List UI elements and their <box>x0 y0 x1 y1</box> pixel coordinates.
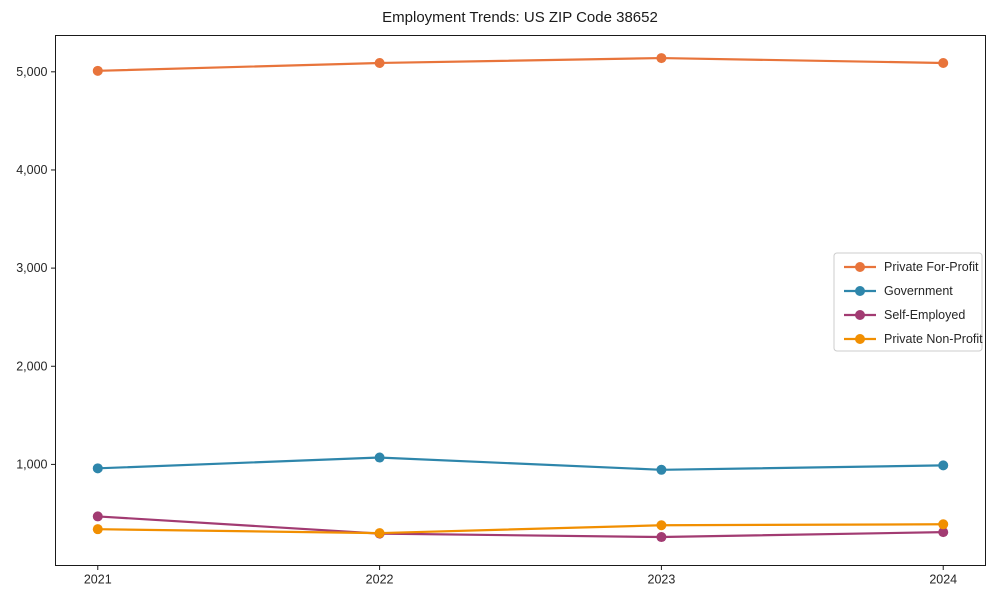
data-point-private-non-profit <box>656 520 667 531</box>
data-point-private-non-profit <box>938 519 949 530</box>
data-point-self-employed <box>92 511 103 522</box>
data-point-government <box>374 452 385 463</box>
y-tick-label: 5,000 <box>16 65 47 79</box>
y-tick-label: 3,000 <box>16 261 47 275</box>
x-tick-label: 2024 <box>929 573 957 587</box>
plot-area: 1,000 2,000 3,000 4,000 5,000 2021 2022 2023 202… <box>16 35 986 587</box>
y-tick-label: 1,000 <box>16 457 47 471</box>
data-point-private-for-profit <box>374 57 385 68</box>
legend-marker <box>855 310 865 320</box>
legend-label: Private For-Profit <box>884 260 979 274</box>
data-point-government <box>92 463 103 474</box>
legend-marker <box>855 262 865 272</box>
legend-marker <box>855 334 865 344</box>
data-point-self-employed <box>938 527 949 538</box>
data-point-private-for-profit <box>656 53 667 64</box>
legend-label: Self-Employed <box>884 308 965 322</box>
data-point-private-non-profit <box>92 524 103 535</box>
plot-frame <box>55 35 986 566</box>
legend-label: Government <box>884 284 953 298</box>
data-point-government <box>656 464 667 475</box>
chart-title: Employment Trends: US ZIP Code 38652 <box>382 9 658 26</box>
legend-box <box>833 252 983 352</box>
x-tick-label: 2022 <box>366 573 394 587</box>
data-point-self-employed <box>656 532 667 543</box>
legend-marker <box>855 286 865 296</box>
series-line-self-employed <box>97 515 944 539</box>
legend-label: Private Non-Profit <box>884 332 983 346</box>
y-tick-label: 2,000 <box>16 359 47 373</box>
data-point-private-for-profit <box>938 57 949 68</box>
data-point-private-for-profit <box>92 65 103 76</box>
series-line-private-for-profit <box>97 56 944 72</box>
y-tick-label: 4,000 <box>16 163 47 177</box>
x-tick-label: 2023 <box>648 573 676 587</box>
data-point-private-non-profit <box>374 528 385 539</box>
series-line-private-non-profit <box>97 523 944 535</box>
data-point-government <box>938 460 949 471</box>
series-line-government <box>97 456 944 471</box>
x-tick-label: 2021 <box>84 573 112 587</box>
